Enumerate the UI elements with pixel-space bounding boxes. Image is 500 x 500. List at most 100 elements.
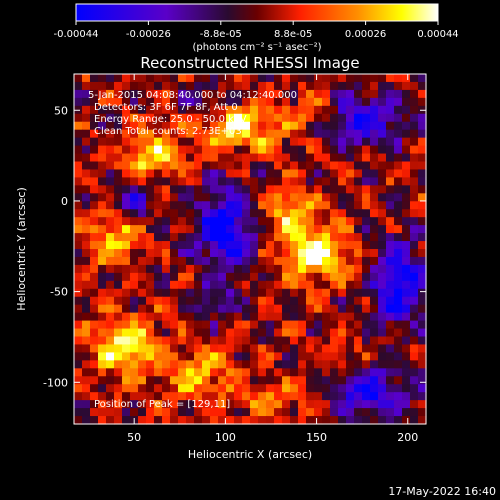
heatmap-pixel <box>402 352 411 361</box>
heatmap-pixel <box>394 344 403 353</box>
heatmap-pixel <box>298 392 307 401</box>
heatmap-pixel <box>250 105 259 115</box>
heatmap-pixel <box>378 320 387 330</box>
heatmap-pixel <box>210 328 219 338</box>
heatmap-pixel <box>394 74 403 83</box>
heatmap-pixel <box>354 312 363 322</box>
heatmap-pixel <box>234 137 243 147</box>
heatmap-pixel <box>274 328 283 338</box>
heatmap-pixel <box>146 249 155 258</box>
heatmap-pixel <box>226 264 235 274</box>
heatmap-pixel <box>370 233 379 242</box>
heatmap-pixel <box>362 177 371 186</box>
heatmap-pixel <box>122 264 131 274</box>
heatmap-pixel <box>138 360 147 369</box>
heatmap-pixel <box>298 105 307 115</box>
heatmap-pixel <box>354 74 363 83</box>
heatmap-pixel <box>98 360 107 369</box>
heatmap-pixel <box>282 368 291 377</box>
heatmap-pixel <box>130 312 139 322</box>
heatmap-pixel <box>210 376 219 385</box>
heatmap-pixel <box>90 153 99 163</box>
heatmap-pixel <box>370 161 379 171</box>
heatmap-pixel <box>258 105 267 115</box>
heatmap-pixel <box>82 336 91 346</box>
heatmap-pixel <box>402 264 411 274</box>
heatmap-pixel <box>194 256 203 266</box>
heatmap-pixel <box>82 360 91 369</box>
heatmap-pixel <box>154 74 163 83</box>
heatmap-pixel <box>98 209 107 218</box>
chart-title: Reconstructed RHESSI Image <box>140 54 359 72</box>
heatmap-pixel <box>250 225 259 234</box>
heatmap-pixel <box>106 336 115 346</box>
heatmap-pixel <box>258 129 267 139</box>
heatmap-pixel <box>218 129 227 139</box>
heatmap-pixel <box>146 137 155 147</box>
x-axis-label: Heliocentric X (arcsec) <box>188 448 312 461</box>
heatmap-pixel <box>226 336 235 346</box>
heatmap-pixel <box>338 376 347 385</box>
heatmap-pixel <box>226 89 235 99</box>
heatmap-pixel <box>386 137 395 147</box>
heatmap-pixel <box>178 400 187 409</box>
heatmap-pixel <box>234 376 243 385</box>
heatmap-pixel <box>170 225 179 234</box>
heatmap-pixel <box>90 201 99 210</box>
heatmap-pixel <box>386 352 395 361</box>
heatmap-pixel <box>170 416 179 425</box>
heatmap-pixel <box>354 304 363 314</box>
heatmap-pixel <box>170 280 179 290</box>
heatmap-pixel <box>298 288 307 298</box>
heatmap-pixel <box>82 320 91 330</box>
heatmap-pixel <box>418 408 427 417</box>
heatmap-pixel <box>394 328 403 338</box>
heatmap-pixel <box>250 233 259 242</box>
heatmap-pixel <box>202 121 211 131</box>
heatmap-pixel <box>186 74 195 83</box>
heatmap-pixel <box>402 384 411 393</box>
heatmap-pixel <box>258 272 267 282</box>
heatmap-pixel <box>362 233 371 242</box>
heatmap-pixel <box>338 201 347 210</box>
heatmap-pixel <box>282 177 291 186</box>
heatmap-pixel <box>74 113 83 123</box>
heatmap-pixel <box>170 113 179 123</box>
heatmap-pixel <box>146 392 155 401</box>
heatmap-pixel <box>354 288 363 298</box>
heatmap-pixel <box>226 400 235 409</box>
heatmap-pixel <box>234 209 243 218</box>
heatmap-pixel <box>338 296 347 306</box>
heatmap-pixel <box>266 344 275 353</box>
heatmap-pixel <box>138 344 147 353</box>
heatmap-pixel <box>274 225 283 234</box>
heatmap-pixel <box>122 201 131 210</box>
heatmap-pixel <box>138 74 147 83</box>
heatmap-pixel <box>162 249 171 258</box>
heatmap-pixel <box>114 161 123 171</box>
heatmap-pixel <box>194 264 203 274</box>
heatmap-pixel <box>354 328 363 338</box>
heatmap-pixel <box>218 121 227 131</box>
heatmap-pixel <box>114 408 123 417</box>
heatmap-pixel <box>130 320 139 330</box>
heatmap-pixel <box>178 368 187 377</box>
heatmap-pixel <box>410 312 419 322</box>
heatmap-pixel <box>242 121 251 131</box>
heatmap-pixel <box>218 288 227 298</box>
heatmap-pixel <box>162 344 171 353</box>
heatmap-pixel <box>362 113 371 123</box>
heatmap-pixel <box>226 384 235 393</box>
heatmap-pixel <box>298 97 307 107</box>
heatmap-pixel <box>250 368 259 377</box>
heatmap-pixel <box>258 344 267 353</box>
heatmap-pixel <box>378 225 387 234</box>
heatmap-pixel <box>346 280 355 290</box>
heatmap-pixel <box>154 384 163 393</box>
heatmap-pixel <box>226 129 235 139</box>
heatmap-pixel <box>338 217 347 226</box>
heatmap-pixel <box>178 328 187 338</box>
heatmap-pixel <box>258 225 267 234</box>
heatmap-pixel <box>410 336 419 346</box>
heatmap-pixel <box>114 328 123 338</box>
